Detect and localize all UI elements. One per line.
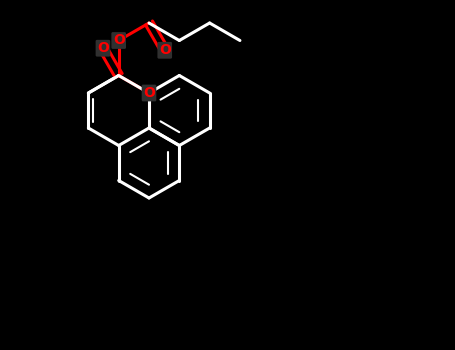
Text: O: O: [97, 41, 109, 55]
Text: O: O: [113, 34, 125, 48]
Text: O: O: [159, 43, 171, 57]
Text: O: O: [143, 86, 155, 100]
